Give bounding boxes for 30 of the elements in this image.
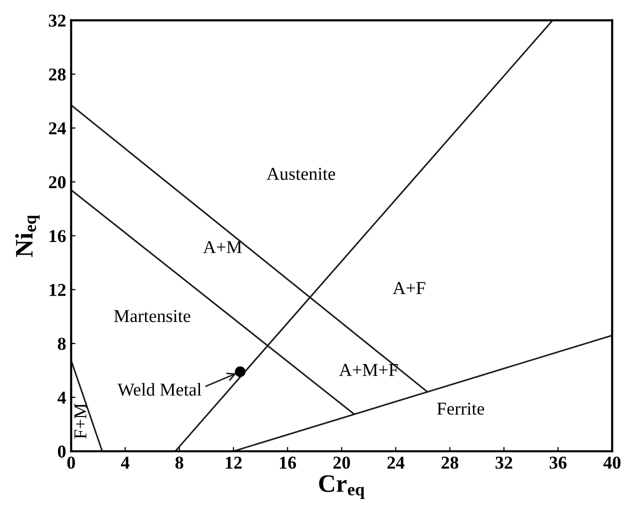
- x-tick-label: 0: [67, 456, 75, 469]
- x-tick-label: 28: [442, 456, 458, 469]
- annotation: F+M: [74, 403, 86, 439]
- y-axis-title: Ni$_{eq}$: [15, 214, 40, 258]
- y-tick-label: 16: [50, 230, 66, 242]
- y-tick-label: 0: [58, 445, 66, 458]
- x-axis-title: Cr$_{eq}$: [319, 475, 365, 499]
- x-tick-label: 4: [120, 456, 130, 469]
- y-tick-label: 8: [58, 338, 66, 350]
- x-tick-label: 16: [280, 456, 296, 469]
- y-tick-label: 32: [48, 14, 66, 27]
- x-tick-label: 24: [387, 456, 404, 469]
- annotation: A+M: [203, 241, 242, 254]
- annotation: Martensite: [114, 310, 190, 322]
- annotation: Weld Metal: [118, 383, 202, 396]
- y-tick-label: 28: [48, 68, 66, 81]
- annotation: A+F: [392, 282, 426, 294]
- x-tick-label: 20: [333, 456, 350, 469]
- x-tick-label: 12: [226, 456, 242, 469]
- x-tick-label: 8: [175, 456, 184, 469]
- x-tick-label: 32: [496, 456, 512, 469]
- annotation: Austenite: [266, 168, 336, 180]
- annotation: A+M+F: [339, 364, 398, 376]
- x-tick-label: 40: [603, 456, 620, 469]
- y-tick-label: 24: [48, 122, 66, 134]
- y-tick-label: 12: [50, 284, 66, 296]
- y-tick-label: 4: [57, 392, 66, 404]
- annotation: Ferrite: [437, 402, 484, 415]
- x-tick-label: 36: [550, 456, 567, 469]
- y-tick-label: 20: [48, 176, 66, 188]
